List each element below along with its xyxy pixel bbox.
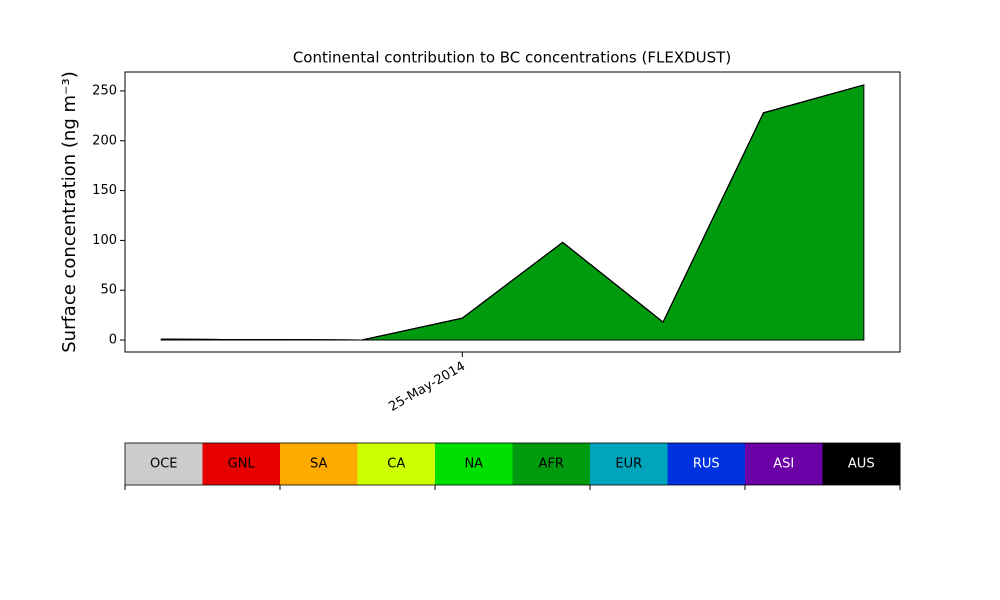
y-tick-label: 50: [100, 283, 117, 298]
legend-label: EUR: [615, 457, 642, 472]
colorbar: OCE GNL SA CA NA AFR EUR RUS ASI AUS: [125, 443, 901, 485]
legend-swatch: [745, 443, 823, 485]
y-tick-label: 200: [92, 133, 117, 148]
y-tick-label: 100: [92, 233, 117, 248]
x-tick-label: 25-May-2014: [386, 359, 468, 415]
legend-swatch: [435, 443, 513, 485]
plot-area: [160, 84, 865, 341]
legend-swatch: [125, 443, 203, 485]
legend-swatch: [280, 443, 358, 485]
y-tick-label: 250: [92, 83, 117, 98]
legend-label: GNL: [228, 457, 256, 472]
legend-label: AFR: [539, 457, 564, 472]
legend-swatch: [512, 443, 591, 485]
legend-swatch: [667, 443, 746, 485]
legend-label: NA: [464, 457, 483, 472]
legend-swatch: [822, 443, 901, 485]
legend-swatch: [202, 443, 281, 485]
y-tick-label: 0: [109, 333, 117, 348]
legend-label: AUS: [848, 457, 875, 472]
legend-swatch: [357, 443, 436, 485]
legend-swatch: [590, 443, 668, 485]
axes-frame: [124, 71, 901, 353]
y-tick-label: 150: [92, 183, 117, 198]
colorbar-frame: [124, 442, 901, 486]
legend-label: OCE: [150, 457, 178, 472]
area: [161, 84, 864, 341]
chart-title: Continental contribution to BC concentra…: [293, 49, 731, 67]
y-axis-label: Surface concentration (ng m⁻³): [59, 71, 80, 353]
legend-label: CA: [387, 457, 405, 472]
colorbar-ticks: [124, 485, 901, 490]
legend-label: RUS: [693, 457, 720, 472]
legend-label: ASI: [773, 457, 794, 472]
legend-label: SA: [310, 457, 327, 472]
